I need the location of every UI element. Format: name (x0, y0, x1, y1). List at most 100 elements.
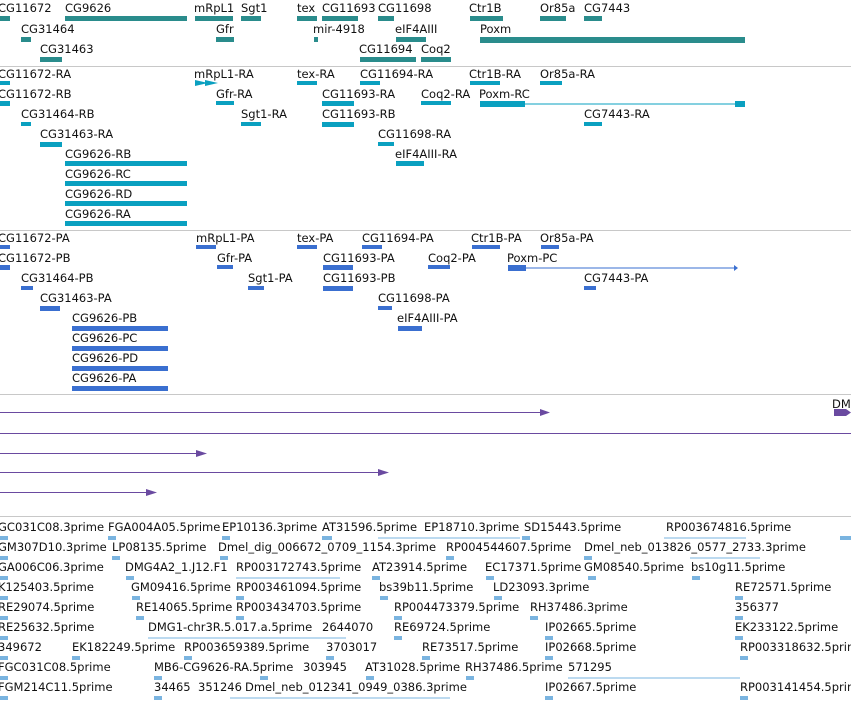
est-glyph[interactable] (466, 676, 474, 680)
est-glyph[interactable] (222, 536, 230, 540)
transcript-label[interactable]: CG31463-RA (40, 127, 113, 141)
protein-label[interactable]: Sgt1-PA (248, 271, 293, 285)
est-glyph[interactable] (422, 656, 430, 660)
est-label[interactable]: RE69724.5prime (394, 620, 490, 634)
alignment-end[interactable] (540, 409, 550, 416)
gene-label[interactable]: CG31464 (21, 22, 75, 36)
est-glyph[interactable] (380, 596, 388, 600)
protein-label[interactable]: Gfr-PA (217, 251, 252, 265)
est-glyph[interactable] (154, 676, 162, 680)
gene-glyph[interactable] (360, 57, 416, 62)
est-label[interactable]: bs39b11.5prime (379, 580, 473, 594)
protein-glyph[interactable] (398, 326, 422, 331)
transcript-glyph[interactable] (396, 161, 424, 166)
alignment-end[interactable] (146, 489, 157, 496)
est-glyph[interactable] (0, 536, 8, 540)
est-glyph[interactable] (260, 676, 268, 680)
gene-glyph[interactable] (314, 37, 318, 42)
est-label[interactable]: EC17371.5prime (485, 560, 581, 574)
transcript-glyph[interactable] (378, 142, 394, 146)
est-glyph[interactable] (126, 576, 134, 580)
est-label[interactable]: RH37486.3prime (530, 600, 628, 614)
protein-glyph[interactable] (0, 245, 10, 249)
est-glyph[interactable] (692, 576, 700, 580)
transcript-glyph[interactable] (65, 161, 187, 166)
protein-glyph[interactable] (472, 245, 500, 249)
protein-label[interactable]: mRpL1-PA (196, 231, 255, 245)
est-glyph[interactable] (132, 596, 140, 600)
protein-glyph[interactable] (21, 286, 33, 290)
est-label[interactable]: IP02668.5prime (545, 640, 636, 654)
est-label[interactable]: EK233122.5prime (735, 620, 838, 634)
protein-label[interactable]: CG9626-PC (72, 331, 137, 345)
gene-label[interactable]: CG31463 (40, 42, 94, 56)
est-label[interactable]: 571295 (568, 660, 612, 674)
est-label[interactable]: 349672 (0, 640, 42, 654)
transcript-glyph[interactable] (480, 101, 525, 107)
est-label[interactable]: FGC031C08.5prime (0, 660, 111, 674)
protein-glyph[interactable] (72, 326, 168, 331)
gene-glyph[interactable] (378, 16, 394, 21)
gene-glyph[interactable] (480, 37, 745, 43)
gene-label[interactable]: Gfr (216, 22, 234, 36)
est-glyph[interactable] (184, 656, 192, 660)
est-label[interactable]: RP004544607.5prime (446, 540, 571, 554)
transcript-glyph[interactable] (65, 221, 187, 226)
protein-label[interactable]: Ctr1B-PA (471, 231, 522, 245)
est-glyph[interactable] (0, 696, 8, 700)
est-label[interactable]: GM09416.5prime (131, 580, 231, 594)
est-label[interactable]: RP003434703.5prime (236, 600, 361, 614)
transcript-label[interactable]: Coq2-RA (421, 87, 470, 101)
protein-label[interactable]: CG31463-PA (40, 291, 112, 305)
est-label[interactable]: K125403.5prime (0, 580, 94, 594)
protein-label[interactable]: CG7443-PA (584, 271, 649, 285)
est-glyph[interactable] (154, 696, 162, 700)
est-label[interactable]: RP003318632.5prime (740, 640, 851, 654)
transcript-glyph[interactable] (735, 101, 745, 107)
est-glyph[interactable] (584, 556, 592, 560)
est-label[interactable]: RE29074.5prime (0, 600, 94, 614)
gene-label[interactable]: CG11693 (322, 1, 376, 15)
est-glyph[interactable] (545, 696, 553, 700)
est-glyph[interactable] (136, 616, 144, 620)
est-label[interactable]: 34465 (154, 680, 191, 694)
est-label[interactable]: 2644070 (322, 620, 373, 634)
est-label[interactable]: AT23914.5prime (372, 560, 467, 574)
gene-glyph[interactable] (584, 16, 602, 21)
transcript-glyph[interactable] (322, 101, 354, 106)
transcript-label[interactable]: CG11672-RB (0, 87, 72, 101)
est-label[interactable]: RE72571.5prime (735, 580, 831, 594)
est-glyph[interactable] (394, 636, 402, 640)
est-label[interactable]: EP18710.3prime (424, 520, 519, 534)
est-label[interactable]: RH37486.5prime (465, 660, 563, 674)
est-glyph[interactable] (0, 656, 8, 660)
gene-label[interactable]: CG11672 (0, 1, 52, 15)
transcript-label[interactable]: CG11693-RB (322, 107, 396, 121)
protein-glyph[interactable] (40, 306, 60, 311)
gene-glyph[interactable] (540, 16, 566, 21)
transcript-label[interactable]: CG9626-RD (65, 187, 132, 201)
est-glyph[interactable] (0, 596, 8, 600)
est-glyph[interactable] (322, 536, 332, 540)
transcript-label[interactable]: CG31464-RB (21, 107, 95, 121)
est-label[interactable]: LD23093.3prime (493, 580, 589, 594)
transcript-glyph[interactable] (584, 122, 602, 126)
gene-label[interactable]: Coq2 (421, 42, 451, 56)
protein-label[interactable]: CG11698-PA (378, 291, 450, 305)
est-label[interactable]: GM307D10.3prime (0, 540, 107, 554)
est-label[interactable]: IP02665.5prime (545, 620, 636, 634)
est-label[interactable]: RP003172743.5prime (236, 560, 361, 574)
est-label[interactable]: IP02667.5prime (545, 680, 636, 694)
transcript-label[interactable]: tex-RA (297, 67, 335, 81)
protein-glyph[interactable] (323, 265, 353, 270)
gene-label[interactable]: CG7443 (584, 1, 630, 15)
protein-label[interactable]: CG11672-PB (0, 251, 71, 265)
gene-glyph[interactable] (195, 16, 233, 21)
transcript-label[interactable]: CG11693-RA (322, 87, 395, 101)
protein-label[interactable]: Poxm-PC (507, 251, 557, 265)
est-label[interactable]: EK182249.5prime (72, 640, 175, 654)
est-label[interactable]: 303945 (303, 660, 347, 674)
est-glyph[interactable] (740, 656, 748, 660)
est-glyph[interactable] (545, 636, 553, 640)
protein-label[interactable]: CG11672-PA (0, 231, 70, 245)
